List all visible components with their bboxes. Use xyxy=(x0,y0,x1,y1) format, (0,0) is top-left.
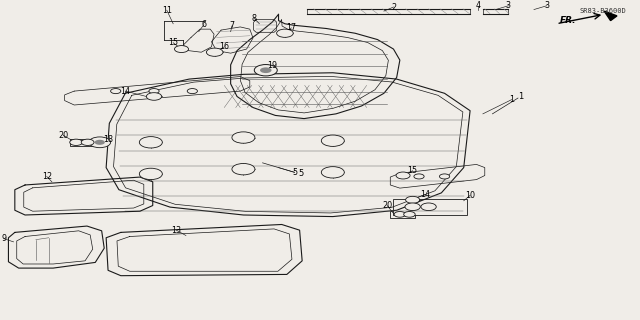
Circle shape xyxy=(232,164,255,175)
Text: 14: 14 xyxy=(420,190,430,199)
Text: 20: 20 xyxy=(382,201,392,210)
Text: 20: 20 xyxy=(58,131,68,140)
Circle shape xyxy=(406,196,420,203)
Circle shape xyxy=(206,48,223,56)
Text: 18: 18 xyxy=(103,135,113,144)
Text: 6: 6 xyxy=(202,20,206,29)
FancyBboxPatch shape xyxy=(394,199,467,215)
Circle shape xyxy=(70,139,83,146)
Circle shape xyxy=(140,168,163,180)
Text: 11: 11 xyxy=(162,6,172,15)
Text: SR83-B3600D: SR83-B3600D xyxy=(580,8,627,14)
Text: 9: 9 xyxy=(1,234,6,243)
Circle shape xyxy=(260,68,271,73)
Text: 14: 14 xyxy=(120,87,131,96)
Circle shape xyxy=(149,89,159,94)
Text: 5: 5 xyxy=(298,169,303,179)
Circle shape xyxy=(321,135,344,147)
Text: 13: 13 xyxy=(172,226,181,235)
Circle shape xyxy=(404,212,415,217)
Circle shape xyxy=(396,172,410,179)
Circle shape xyxy=(175,45,189,52)
Circle shape xyxy=(414,174,424,179)
Circle shape xyxy=(421,203,436,211)
Circle shape xyxy=(321,167,344,178)
Polygon shape xyxy=(604,11,617,20)
Text: 7: 7 xyxy=(229,21,234,30)
Circle shape xyxy=(440,174,450,179)
Text: 19: 19 xyxy=(267,61,277,70)
Circle shape xyxy=(232,132,255,143)
Text: 15: 15 xyxy=(408,166,418,175)
Circle shape xyxy=(405,203,420,211)
Circle shape xyxy=(89,137,111,148)
Circle shape xyxy=(111,89,121,94)
Text: 4: 4 xyxy=(476,1,481,10)
Text: 17: 17 xyxy=(286,23,296,32)
Text: 3: 3 xyxy=(544,1,549,10)
Text: 5: 5 xyxy=(292,168,297,177)
Text: 12: 12 xyxy=(42,172,52,181)
Text: 10: 10 xyxy=(465,191,475,200)
FancyBboxPatch shape xyxy=(390,211,415,218)
Text: 3: 3 xyxy=(506,1,511,10)
Circle shape xyxy=(254,65,277,76)
Text: 16: 16 xyxy=(220,42,229,51)
Text: FR.: FR. xyxy=(559,16,576,25)
Text: 1: 1 xyxy=(509,95,514,104)
Circle shape xyxy=(95,140,105,145)
Text: 2: 2 xyxy=(391,3,396,12)
Text: 1: 1 xyxy=(518,92,524,101)
Circle shape xyxy=(394,212,406,217)
Circle shape xyxy=(81,139,94,146)
Circle shape xyxy=(188,89,198,94)
Text: 8: 8 xyxy=(252,14,257,23)
Circle shape xyxy=(147,93,162,100)
Text: 15: 15 xyxy=(168,38,179,47)
Circle shape xyxy=(140,137,163,148)
Circle shape xyxy=(276,29,293,37)
FancyBboxPatch shape xyxy=(70,139,94,147)
